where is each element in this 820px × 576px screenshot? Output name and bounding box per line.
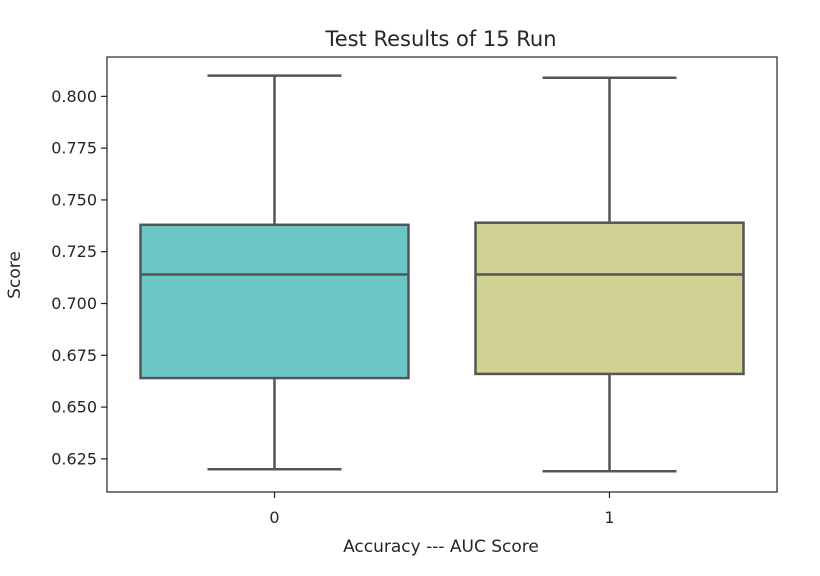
box-0 (139, 223, 410, 380)
y-tick-label: 0.625 (51, 449, 97, 468)
box-group-0 (139, 74, 410, 471)
chart-title: Test Results of 15 Run (324, 27, 556, 51)
y-tick-label: 0.775 (51, 139, 97, 158)
x-tick-label: 1 (604, 508, 614, 527)
y-tick-label: 0.800 (51, 87, 97, 106)
plot-area (139, 74, 745, 473)
x-axis-label: Accuracy --- AUC Score (343, 537, 539, 557)
y-tick-label: 0.650 (51, 398, 97, 417)
box-group-1 (474, 76, 745, 473)
y-tick-label: 0.750 (51, 190, 97, 209)
box-1 (474, 221, 745, 376)
x-tick-label: 0 (269, 508, 279, 527)
plot-frame (106, 56, 778, 493)
y-axis: 0.625 0.650 0.675 0.700 0.725 0.750 0.775 0.800 (51, 87, 107, 468)
y-axis-label: Score (5, 251, 25, 299)
y-tick-label: 0.675 (51, 346, 97, 365)
y-tick-label: 0.725 (51, 242, 97, 261)
y-tick-label: 0.700 (51, 294, 97, 313)
